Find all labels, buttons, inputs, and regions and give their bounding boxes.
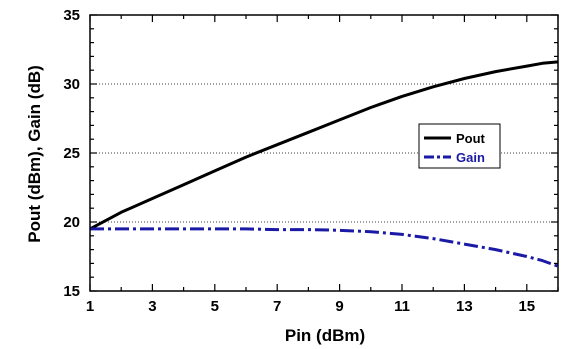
x-tick-label: 5 bbox=[211, 298, 219, 315]
y-tick-label: 35 bbox=[63, 7, 80, 24]
x-tick-label: 11 bbox=[394, 298, 410, 315]
legend: Pout Gain bbox=[419, 124, 500, 168]
legend-label-pout: Pout bbox=[456, 131, 486, 146]
series-line-gain bbox=[90, 229, 558, 266]
x-axis-title: Pin (dBm) bbox=[285, 326, 365, 345]
y-tick-label: 15 bbox=[63, 283, 80, 300]
legend-label-gain: Gain bbox=[456, 150, 485, 165]
x-tick-label: 9 bbox=[335, 298, 343, 315]
y-tick-label: 25 bbox=[63, 145, 80, 162]
x-tick-label: 15 bbox=[518, 298, 535, 315]
y-tick-label: 30 bbox=[63, 76, 80, 93]
x-tick-label: 1 bbox=[86, 298, 94, 315]
y-tick-label: 20 bbox=[63, 214, 80, 231]
y-axis-title: Pout (dBm), Gain (dB) bbox=[25, 65, 44, 243]
x-tick-label: 3 bbox=[148, 298, 156, 315]
x-tick-label: 7 bbox=[273, 298, 281, 315]
x-tick-label: 13 bbox=[456, 298, 473, 315]
